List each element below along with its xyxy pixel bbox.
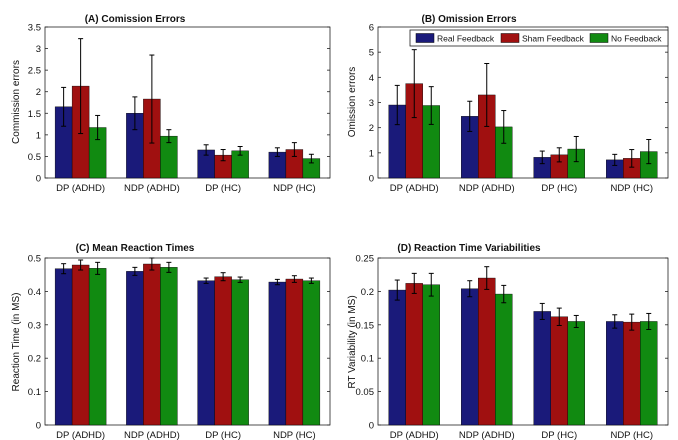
legend-swatch-sham-feedback <box>500 33 520 43</box>
bar <box>268 281 287 426</box>
bar <box>160 267 178 426</box>
y-tick-label: 5 <box>369 48 374 59</box>
y-tick-label: 2.5 <box>28 66 41 77</box>
x-tick-label: NDP (HC) <box>273 430 316 440</box>
y-tick-label: 0.2 <box>28 354 41 365</box>
y-tick-label: 0 <box>36 421 41 432</box>
y-tick-label: 1 <box>369 148 374 159</box>
y-tick-label: 0.1 <box>361 354 374 365</box>
bar <box>422 284 440 426</box>
bar <box>231 279 249 426</box>
y-tick-label: 2 <box>36 87 41 98</box>
x-tick-label: DP (ADHD) <box>390 430 439 440</box>
bar <box>405 283 423 426</box>
panel-reaction-time-variabilities: (D) Reaction Time Variabilities RT Varia… <box>347 243 669 440</box>
bar <box>71 264 90 426</box>
y-tick-label: 0 <box>36 174 41 185</box>
y-axis-label: Reaction Time (in MS) <box>11 293 22 392</box>
y-tick-label: 0 <box>369 174 374 185</box>
axes-frame <box>44 257 331 426</box>
panel-title: (D) Reaction Time Variabilities <box>397 243 541 254</box>
legend-swatch-no-feedback <box>589 33 609 43</box>
bar <box>126 271 144 426</box>
bar <box>461 288 479 426</box>
x-tick-label: DP (ADHD) <box>56 183 105 194</box>
bar <box>302 280 321 426</box>
y-tick-label: 3.5 <box>28 23 41 34</box>
bar <box>214 276 232 426</box>
panel-title: (C) Mean Reaction Times <box>76 243 195 254</box>
x-tick-label: NDP (ADHD) <box>124 430 180 440</box>
axes-frame <box>44 26 331 179</box>
y-axis-label: Commission errors <box>11 60 22 144</box>
y-tick-label: 4 <box>369 73 374 84</box>
panel-title: (A) Comission Errors <box>85 14 186 25</box>
legend-label-sham-feedback: Sham Feedback <box>522 34 585 44</box>
panel-commission-errors: (A) Comission Errors Commission errors 0… <box>11 14 331 194</box>
bar <box>640 321 658 426</box>
panel-title: (B) Omission Errors <box>421 14 516 25</box>
bar <box>550 316 568 426</box>
x-tick-label: DP (ADHD) <box>56 430 105 440</box>
bar <box>495 293 513 426</box>
bar <box>54 268 73 426</box>
y-tick-label: 0.4 <box>28 287 41 298</box>
y-tick-label: 0.15 <box>356 320 375 331</box>
panel-omission-errors: (B) Omission Errors Omission errors 0 1 2 3… <box>347 14 669 194</box>
legend-swatch-real-feedback <box>415 33 435 43</box>
y-tick-label: 0.1 <box>28 387 41 398</box>
y-axis-label: RT Variability (in MS) <box>347 295 358 388</box>
bar <box>143 263 161 426</box>
legend-label-no-feedback: No Feedback <box>611 34 662 44</box>
y-tick-label: 0.2 <box>361 287 374 298</box>
y-tick-label: 3 <box>36 44 41 55</box>
bar <box>197 280 215 426</box>
y-tick-label: 1 <box>36 130 41 141</box>
x-tick-label: DP (HC) <box>541 183 577 194</box>
bar <box>533 311 551 426</box>
x-tick-label: NDP (ADHD) <box>459 183 515 194</box>
y-tick-label: 0.5 <box>28 254 41 265</box>
y-tick-label: 1.5 <box>28 109 41 120</box>
x-tick-label: NDP (ADHD) <box>124 183 180 194</box>
x-tick-label: DP (HC) <box>205 183 241 194</box>
x-tick-label: NDP (HC) <box>610 183 653 194</box>
bar <box>285 278 304 426</box>
bar <box>388 289 406 426</box>
y-tick-label: 0.05 <box>356 387 375 398</box>
y-axis-label: Omission errors <box>347 67 358 138</box>
bar <box>88 268 107 426</box>
x-tick-label: NDP (HC) <box>610 430 653 440</box>
x-tick-label: DP (HC) <box>205 430 241 440</box>
bar <box>623 321 641 426</box>
panel-mean-reaction-times: (C) Mean Reaction Times Reaction Time (i… <box>11 243 331 440</box>
y-tick-label: 3 <box>369 98 374 109</box>
bar <box>567 321 585 426</box>
y-tick-label: 0 <box>369 421 374 432</box>
x-tick-label: NDP (ADHD) <box>459 430 515 440</box>
y-tick-label: 0.3 <box>28 320 41 331</box>
x-tick-label: NDP (HC) <box>273 183 316 194</box>
y-tick-label: 2 <box>369 123 374 134</box>
x-tick-label: DP (ADHD) <box>390 183 439 194</box>
y-tick-label: 0.25 <box>356 254 375 265</box>
x-tick-label: DP (HC) <box>541 430 577 440</box>
bar <box>478 277 496 426</box>
legend: Real Feedback Sham Feedback No Feedback <box>409 29 669 47</box>
bar <box>606 321 624 426</box>
y-tick-label: 6 <box>369 23 374 34</box>
legend-label-real-feedback: Real Feedback <box>437 34 495 44</box>
y-tick-label: 0.5 <box>28 152 41 163</box>
axes-frame <box>377 257 669 426</box>
